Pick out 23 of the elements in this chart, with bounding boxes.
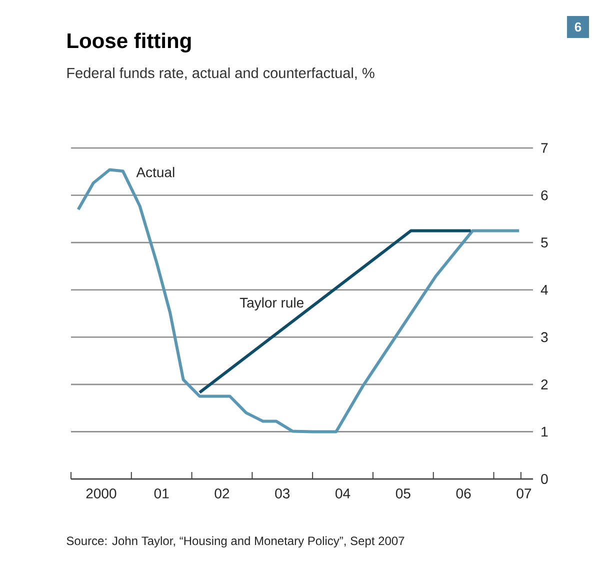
x-tick-label: 02 <box>214 488 230 498</box>
x-tick-label: 07 <box>516 488 532 498</box>
y-tick-label: 6 <box>541 190 548 200</box>
x-tick-label: 03 <box>275 488 290 498</box>
y-tick-label: 1 <box>542 426 548 437</box>
x-tick-label: 05 <box>396 488 410 498</box>
x-tick-label: 04 <box>336 488 350 498</box>
y-tick-label: 5 <box>541 238 548 248</box>
y-tick-label: 7 <box>541 143 548 153</box>
x-tick-label: 01 <box>154 488 169 498</box>
line-series <box>76 168 521 434</box>
y-tick-label: 4 <box>540 285 548 295</box>
x-tick-label: 2000 <box>86 488 116 498</box>
y-tick-label: 0 <box>541 474 548 484</box>
series-label: Taylor rule <box>240 297 304 310</box>
chart-title: Loose fitting <box>68 32 191 52</box>
text: 6 <box>574 22 582 32</box>
y-tick-label: 2 <box>541 380 548 390</box>
chart-subtitle: Federal funds rate, actual and counterfactual, % <box>67 67 374 80</box>
source-note: Source: John Taylor, “Housing and Monetary Policy”, Sept 2007 <box>66 536 404 548</box>
series-label: Actual <box>136 166 174 178</box>
x-tick-label: 06 <box>456 488 471 498</box>
y-tick-label: 3 <box>541 332 548 342</box>
